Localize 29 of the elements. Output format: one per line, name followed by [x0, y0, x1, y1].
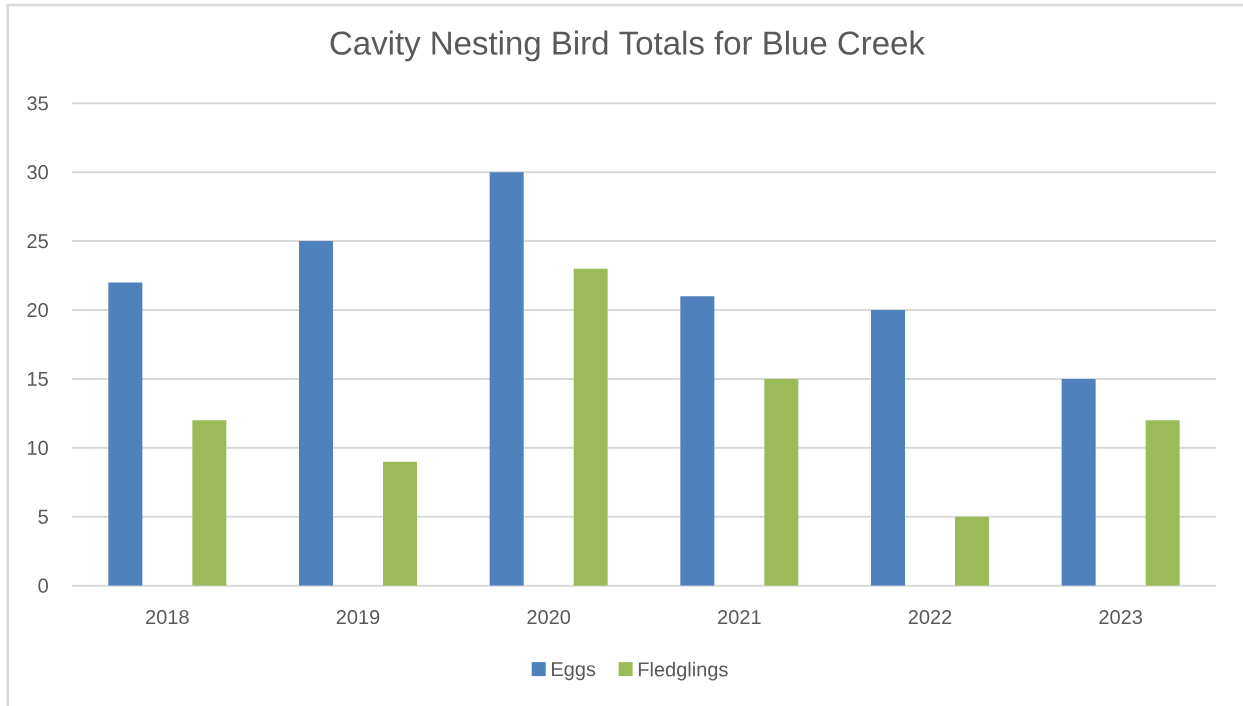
bar [680, 296, 715, 586]
y-tick-label: 35 [27, 96, 48, 111]
bar [383, 461, 418, 586]
bar [871, 310, 905, 586]
y-tick-label: 20 [27, 302, 48, 318]
x-tick-label: 2020 [527, 609, 571, 625]
chart-title: Cavity Nesting Bird Totals for Blue Creek [330, 30, 925, 62]
bar [1061, 378, 1096, 586]
y-tick-label: 15 [28, 371, 48, 386]
y-tick-label: 10 [28, 440, 48, 455]
x-tick-label: 2019 [336, 609, 380, 625]
x-tick-label: 2018 [146, 609, 189, 625]
y-tick-label: 0 [38, 578, 48, 593]
bar [108, 282, 143, 586]
y-tick-label: 30 [27, 165, 48, 180]
x-tick-label: 2021 [718, 609, 761, 625]
bar [573, 268, 608, 586]
bar [1145, 420, 1180, 586]
bar [764, 378, 799, 586]
legend-label: Fledglings [638, 661, 728, 681]
bar [489, 172, 524, 586]
y-tick-label: 25 [27, 234, 48, 249]
bar [192, 420, 227, 586]
bar [955, 516, 989, 586]
x-tick-label: 2023 [1099, 609, 1143, 625]
x-tick-label: 2022 [908, 609, 952, 625]
legend-label: Eggs [552, 662, 596, 681]
y-tick-label: 5 [38, 509, 48, 524]
bar [299, 241, 333, 586]
